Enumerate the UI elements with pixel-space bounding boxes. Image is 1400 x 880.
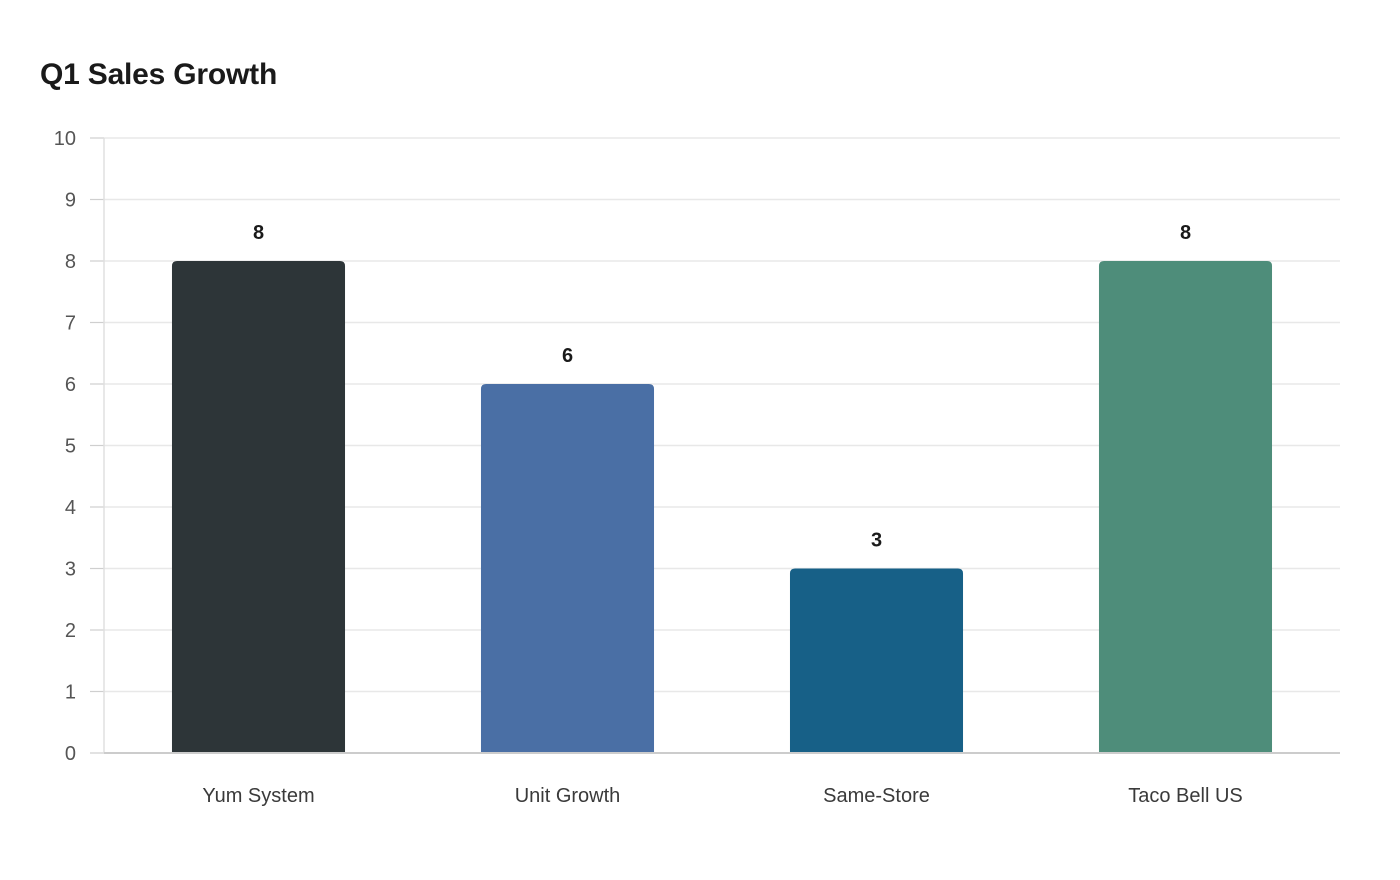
bar-unit-growth (480, 384, 655, 753)
y-tick-label: 6 (65, 374, 76, 396)
x-category-label: Yum System (202, 785, 314, 807)
y-tick-label: 9 (65, 190, 76, 212)
y-tick-label: 10 (54, 128, 76, 150)
y-tick-label: 5 (65, 436, 76, 458)
y-tick-label: 1 (65, 682, 76, 704)
y-tick-label: 0 (65, 743, 76, 765)
bars (171, 261, 1273, 753)
bar-yum-system (171, 261, 346, 753)
y-tick-label: 3 (65, 559, 76, 581)
data-label: 8 (253, 222, 264, 244)
y-tick-label: 2 (65, 620, 76, 642)
data-label: 8 (1180, 222, 1191, 244)
axes (90, 137, 1340, 754)
x-category-label: Unit Growth (515, 785, 621, 807)
y-tick-label: 4 (65, 497, 76, 519)
x-category-label: Same-Store (823, 785, 930, 807)
x-category-label: Taco Bell US (1128, 785, 1243, 807)
bar-same-store (789, 568, 964, 753)
y-tick-label: 8 (65, 251, 76, 273)
data-label: 6 (562, 345, 573, 367)
bar-taco-bell-us (1098, 261, 1273, 753)
chart-title: Q1 Sales Growth (40, 58, 278, 91)
labels: 0 1 2 3 4 5 6 7 8 9 10 8 Yum System 6 Unit Growth 3 Same… (54, 128, 1243, 807)
y-tick-label: 7 (65, 313, 76, 335)
data-label: 3 (871, 530, 882, 552)
